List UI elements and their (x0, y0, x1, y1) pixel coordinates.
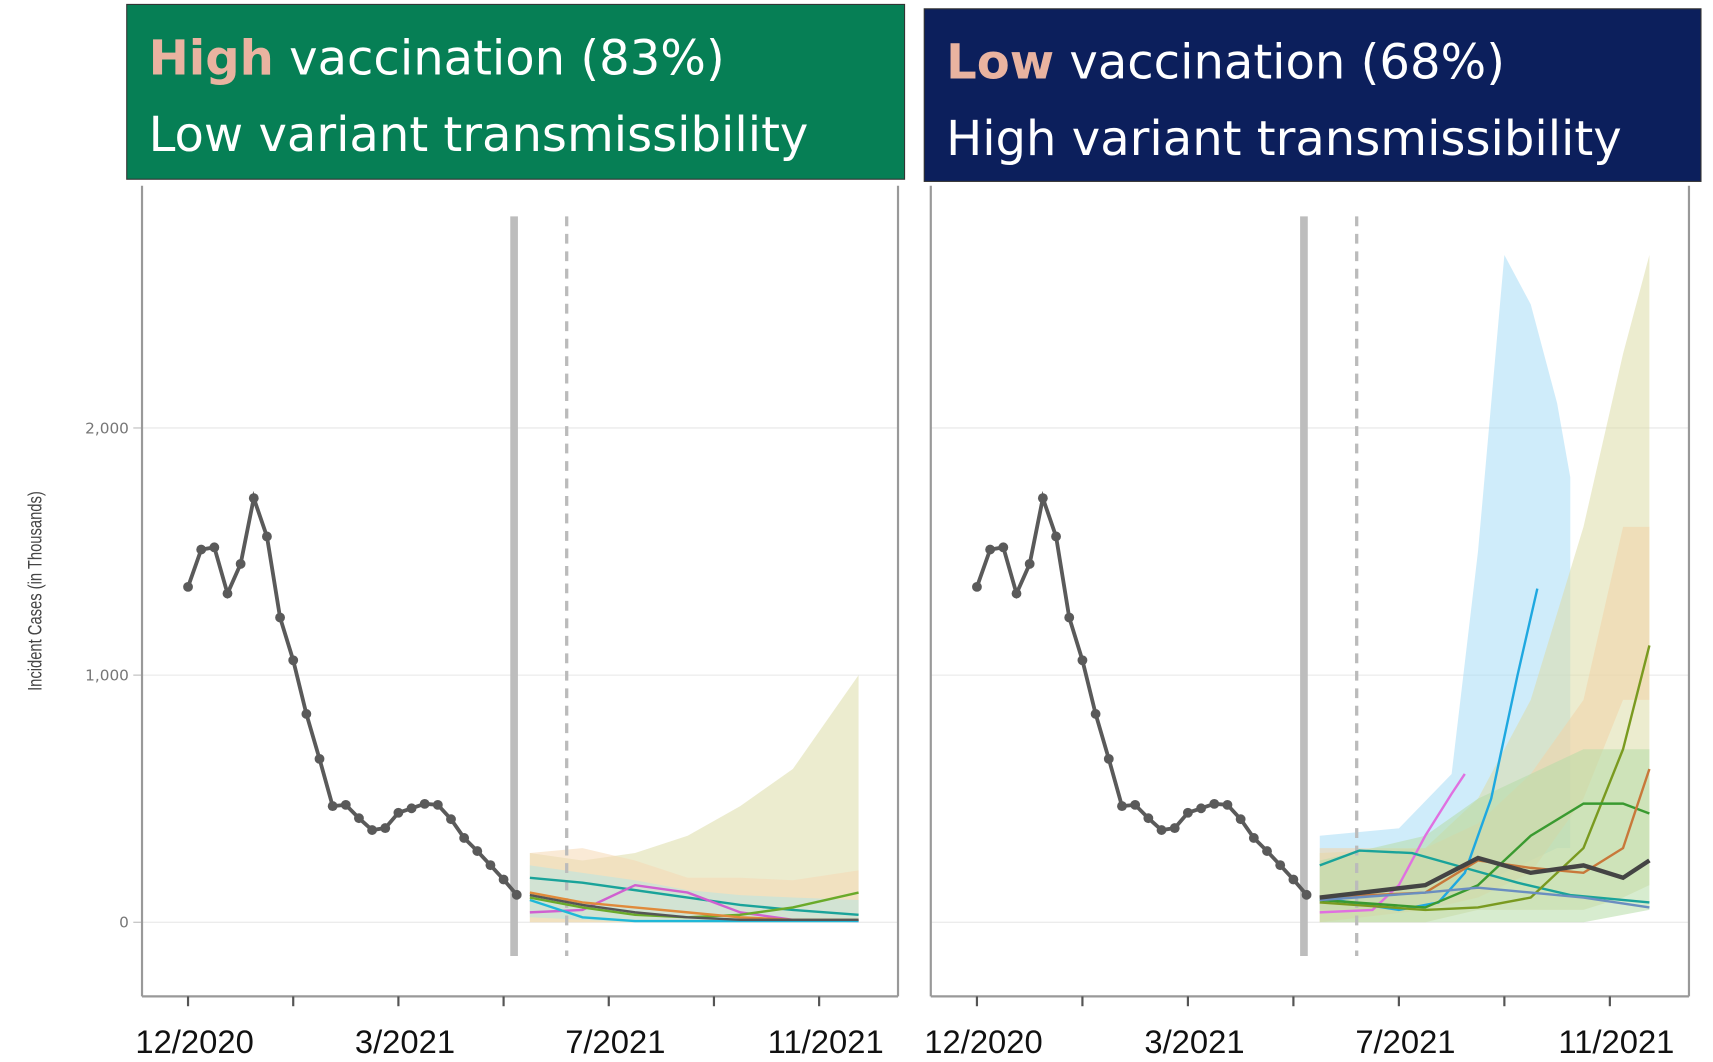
observed-point (288, 655, 299, 666)
projection-line (1319, 588, 1539, 912)
observed-point (446, 814, 456, 825)
observed-point (1117, 801, 1127, 812)
observed-point (1037, 493, 1048, 504)
observed-point (367, 825, 378, 835)
observed-point (222, 588, 233, 599)
x-tick-label: 7/2021 (565, 1023, 665, 1060)
observed-point (1222, 799, 1233, 810)
observed-point (498, 874, 509, 885)
x-tick-label: 12/2020 (135, 1023, 253, 1060)
header-subtitle: High variant transmissibility (946, 111, 1622, 167)
observed-point (262, 531, 272, 542)
observed-point (314, 753, 325, 764)
observed-point (998, 542, 1009, 553)
observed-point (1064, 612, 1075, 623)
observed-point (1235, 814, 1246, 825)
observed-point (1011, 588, 1022, 599)
title-rest: vaccination (83%) (289, 30, 725, 86)
projection-line (529, 893, 859, 921)
observed-point (1196, 803, 1207, 814)
projection-line (1319, 645, 1651, 912)
title-highlight: High (149, 30, 274, 86)
header-box (126, 3, 906, 180)
header-box (923, 8, 1702, 182)
projection-line (1319, 802, 1650, 909)
observed-point (209, 542, 220, 553)
observed-point (1275, 860, 1286, 871)
observed-point (340, 799, 351, 810)
projection-line (529, 876, 859, 917)
x-tick-label: 3/2021 (355, 1023, 455, 1060)
projection-line (1319, 886, 1650, 909)
observed-point (354, 813, 364, 824)
observed-point (275, 612, 285, 623)
observed-point (248, 493, 259, 504)
observed-point (235, 558, 246, 569)
observed-point (1182, 807, 1193, 818)
header-subtitle: Low variant transmissibility (149, 107, 809, 163)
x-tick-label: 12/2020 (924, 1023, 1042, 1060)
observed-point (1077, 655, 1088, 666)
observed-point (419, 798, 430, 809)
observed-point (1143, 813, 1154, 824)
observed-point (380, 823, 391, 834)
observed-point (1090, 708, 1101, 719)
observed-point (1288, 874, 1299, 885)
observed-point (1051, 531, 1061, 542)
observed-point (459, 833, 470, 843)
x-tick-label: 3/2021 (1144, 1023, 1244, 1060)
observed-point (1248, 833, 1259, 843)
observed-point (1156, 825, 1167, 835)
observed-point (472, 846, 483, 856)
projection-line (529, 898, 859, 923)
observed-point (432, 799, 443, 810)
observed-point (327, 801, 338, 812)
x-tick-label: 11/2021 (1558, 1023, 1674, 1060)
observed-point (183, 581, 193, 592)
observed-point (196, 544, 207, 555)
observed-point (393, 807, 404, 818)
observed-point (1209, 798, 1220, 809)
observed-point (985, 544, 996, 555)
y-tick-label: 2,000 (85, 419, 129, 437)
y-axis-label: Incident Cases (in Thousands) (23, 491, 46, 691)
title-highlight: Low (946, 35, 1054, 91)
x-tick-label: 11/2021 (768, 1023, 884, 1060)
observed-point (1103, 753, 1114, 764)
projection-line (1319, 855, 1651, 900)
y-tick-label: 0 (119, 914, 129, 932)
observed-point (972, 581, 982, 592)
observed-point (1130, 799, 1141, 810)
observed-point (1262, 846, 1272, 856)
header-title: Low vaccination (68%) (946, 35, 1505, 91)
title-rest: vaccination (68%) (1069, 35, 1505, 91)
observed-point (1301, 889, 1312, 900)
projection-line (1319, 773, 1466, 914)
observed-point (511, 889, 522, 900)
observed-point (1169, 823, 1180, 834)
x-tick-label: 7/2021 (1355, 1023, 1455, 1060)
observed-point (485, 860, 496, 871)
observed-point (1024, 558, 1035, 569)
observed-point (406, 803, 417, 814)
header-title: High vaccination (83%) (149, 30, 725, 86)
y-tick-label: 1,000 (85, 667, 129, 685)
observed-point (301, 708, 312, 719)
